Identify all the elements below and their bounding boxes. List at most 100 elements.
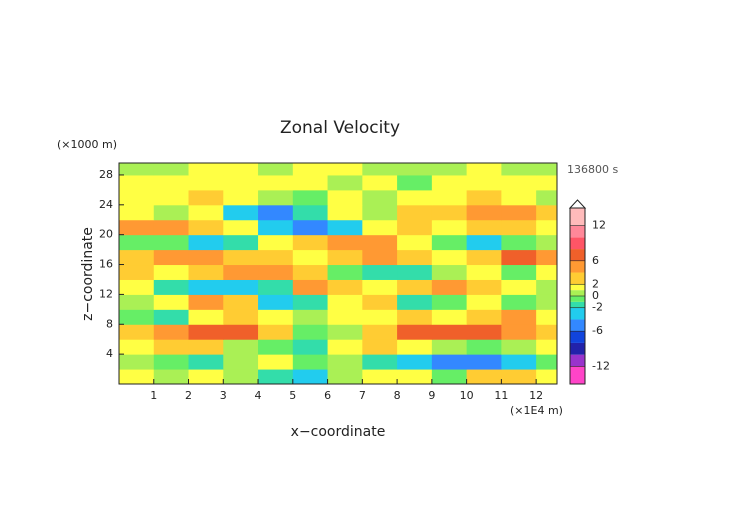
cell <box>292 234 329 251</box>
cell <box>536 279 557 295</box>
colorbar-segment <box>570 296 585 302</box>
colorbar-segment <box>570 225 585 238</box>
cell <box>188 219 224 236</box>
x-tick-label: 2 <box>185 389 192 402</box>
cell <box>397 234 433 251</box>
y-tick-label: 20 <box>99 228 113 241</box>
cell <box>153 294 190 310</box>
cell <box>327 174 363 191</box>
cell <box>501 163 537 176</box>
cell <box>292 369 329 384</box>
cell <box>327 264 363 280</box>
cell <box>292 339 329 355</box>
cell <box>362 249 398 266</box>
cell <box>466 264 502 280</box>
colorbar: -12 -6 -202 6 12 <box>569 207 610 385</box>
cell <box>501 204 537 221</box>
cell <box>536 324 557 340</box>
cell <box>258 354 294 370</box>
cell <box>258 264 294 280</box>
y-tick-label: 8 <box>106 317 113 330</box>
cell <box>153 163 190 176</box>
cell <box>362 219 398 236</box>
cell <box>397 369 433 384</box>
cell <box>431 354 468 370</box>
cell <box>119 234 155 251</box>
cell <box>501 189 537 206</box>
colorbar-segment <box>570 319 585 332</box>
cell <box>223 294 259 310</box>
cell <box>119 324 155 340</box>
cell <box>188 204 224 221</box>
cell <box>119 294 155 310</box>
cell <box>292 264 329 280</box>
cell <box>223 354 259 370</box>
cell <box>223 264 259 280</box>
chart-title: Zonal Velocity <box>280 118 400 138</box>
plot-frame <box>118 162 558 385</box>
cell <box>536 339 557 355</box>
cell <box>431 324 468 340</box>
cell <box>223 339 259 355</box>
colorbar-segment <box>570 284 585 291</box>
x-tick-label: 8 <box>394 389 401 402</box>
colorbar-tick-label: 0 <box>592 289 599 302</box>
cell <box>501 354 537 370</box>
cell <box>501 279 537 295</box>
x-tick-label: 1 <box>150 389 157 402</box>
colorbar-tick-label: -6 <box>592 324 603 337</box>
cell <box>362 279 398 295</box>
cell <box>223 279 259 295</box>
cell <box>501 219 537 236</box>
colorbar-tick-label: -2 <box>592 301 603 314</box>
cell <box>327 324 363 340</box>
cell <box>536 309 557 325</box>
cell <box>397 219 433 236</box>
y-tick-label: 24 <box>99 198 113 211</box>
cell <box>466 339 502 355</box>
y-axis-label: z−coordinate <box>80 227 96 321</box>
cell <box>188 309 224 325</box>
cell <box>466 324 502 340</box>
cell <box>292 309 329 325</box>
cell <box>292 354 329 370</box>
y-tick-label: 16 <box>99 258 113 271</box>
cell <box>466 204 502 221</box>
cell <box>119 163 155 176</box>
cell <box>188 264 224 280</box>
cell <box>431 264 468 280</box>
cell <box>431 163 468 176</box>
cell <box>501 264 537 280</box>
cell <box>153 234 190 251</box>
cell <box>327 163 363 176</box>
colorbar-segment <box>570 260 585 273</box>
cell <box>397 294 433 310</box>
cell <box>223 204 259 221</box>
cell <box>223 234 259 251</box>
y-unit: (×1000 m) <box>57 138 117 151</box>
cell <box>466 249 502 266</box>
cell <box>362 369 398 384</box>
cell <box>397 264 433 280</box>
colorbar-tick-label: -12 <box>592 359 610 372</box>
x-axis-label: x−coordinate <box>291 424 386 440</box>
cell <box>362 234 398 251</box>
cell <box>292 163 329 176</box>
x-tick-label: 9 <box>428 389 435 402</box>
cell <box>119 354 155 370</box>
cell <box>431 279 468 295</box>
cell <box>397 309 433 325</box>
colorbar-segment <box>570 249 585 261</box>
cell <box>466 354 502 370</box>
cell <box>188 339 224 355</box>
cell <box>362 309 398 325</box>
cell <box>431 339 468 355</box>
cell <box>362 163 398 176</box>
y-tick-label: 28 <box>99 168 113 181</box>
cell <box>223 249 259 266</box>
cell <box>397 163 433 176</box>
cell <box>153 279 190 295</box>
cell <box>431 309 468 325</box>
cell <box>223 163 259 176</box>
colorbar-segment <box>570 290 585 296</box>
